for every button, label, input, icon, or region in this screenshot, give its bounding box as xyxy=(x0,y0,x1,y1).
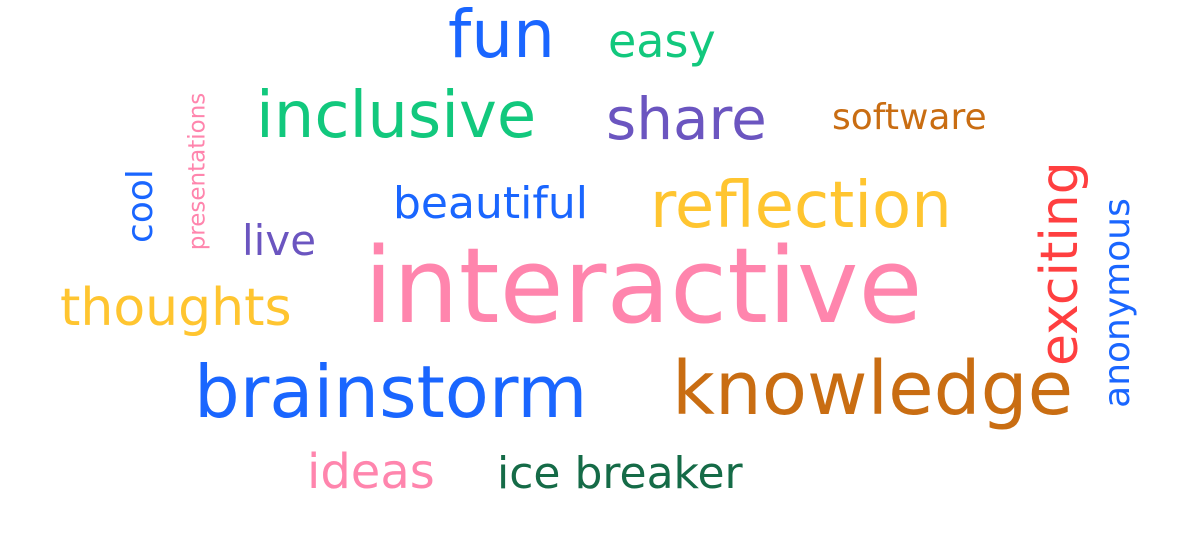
word-ice-breaker: ice breaker xyxy=(497,448,743,499)
word-cool: cool xyxy=(120,169,161,243)
word-ideas: ideas xyxy=(307,444,435,500)
word-fun: fun xyxy=(448,0,555,73)
word-inclusive: inclusive xyxy=(256,79,537,153)
word-thoughts: thoughts xyxy=(60,278,292,338)
word-presentations: presentations xyxy=(184,92,211,251)
word-anonymous: anonymous xyxy=(1097,198,1138,408)
word-interactive: interactive xyxy=(364,225,923,347)
word-easy: easy xyxy=(608,14,716,68)
word-brainstorm: brainstorm xyxy=(194,350,588,434)
word-share: share xyxy=(606,85,767,153)
word-beautiful: beautiful xyxy=(393,178,588,229)
word-software: software xyxy=(832,97,987,138)
word-reflection: reflection xyxy=(650,169,952,243)
word-live: live xyxy=(242,216,317,265)
word-exciting: exciting xyxy=(1030,161,1090,366)
word-knowledge: knowledge xyxy=(672,346,1074,432)
